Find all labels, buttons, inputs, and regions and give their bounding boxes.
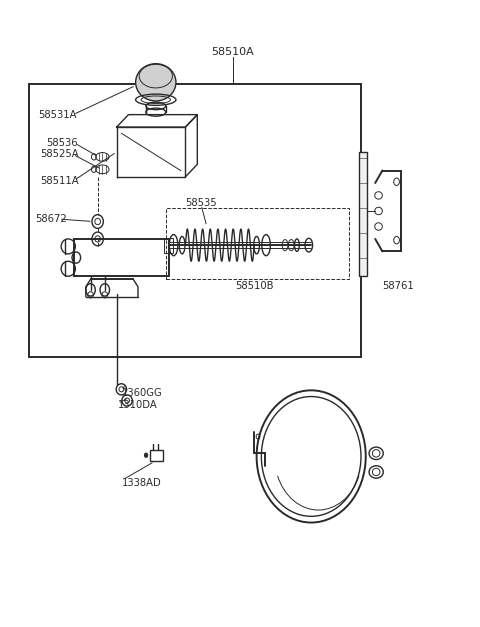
Text: 58761: 58761 <box>383 280 414 290</box>
Text: 58535: 58535 <box>185 198 217 208</box>
Bar <box>167 208 349 279</box>
Text: 58511A: 58511A <box>40 176 78 186</box>
Text: 1310DA: 1310DA <box>118 401 157 411</box>
Bar <box>150 450 163 461</box>
Bar <box>29 83 361 357</box>
Text: 58510B: 58510B <box>235 280 274 290</box>
Text: 58525A: 58525A <box>40 149 78 159</box>
Text: 58536: 58536 <box>47 138 78 148</box>
Text: 58510A: 58510A <box>212 48 254 58</box>
Ellipse shape <box>144 453 148 457</box>
Text: 1338AD: 1338AD <box>122 478 162 488</box>
Text: 1360GG: 1360GG <box>122 388 163 398</box>
Bar <box>359 152 367 277</box>
Text: 58672: 58672 <box>35 214 67 224</box>
Bar <box>74 239 169 277</box>
Bar <box>164 238 173 253</box>
Text: 58531A: 58531A <box>38 110 77 120</box>
Ellipse shape <box>136 64 176 101</box>
